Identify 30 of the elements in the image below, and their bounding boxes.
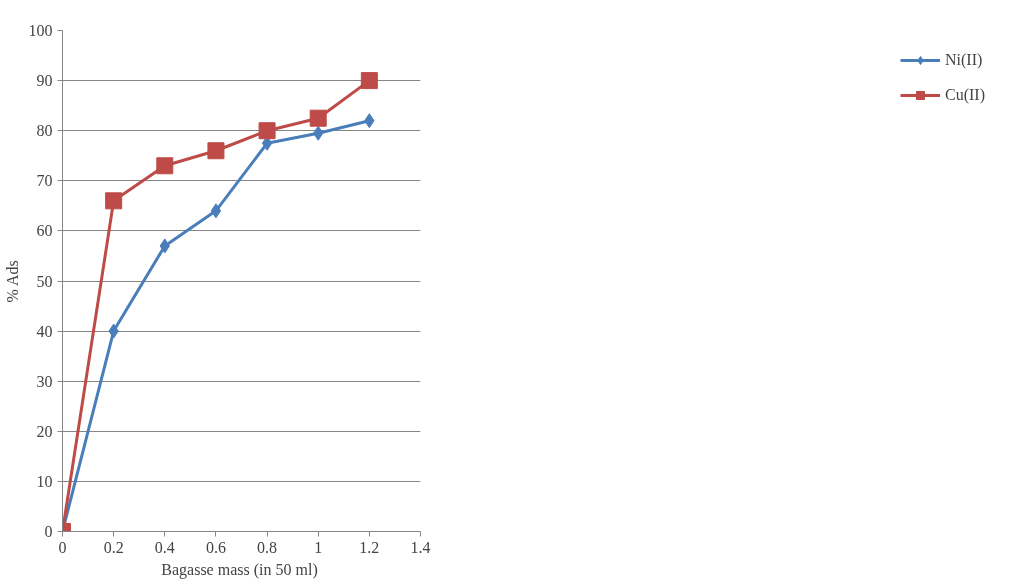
y-tick-label: 90 bbox=[36, 72, 53, 90]
point bbox=[210, 203, 222, 219]
point bbox=[207, 142, 225, 160]
legend-label: Cu(II) bbox=[945, 86, 985, 104]
y-tick-label: 100 bbox=[28, 22, 53, 39]
point bbox=[105, 192, 123, 210]
y-tick-label: 50 bbox=[36, 272, 53, 290]
x-tick-label: 0.8 bbox=[257, 538, 278, 556]
point bbox=[258, 122, 276, 140]
x-tick-label: 0 bbox=[58, 538, 67, 556]
point bbox=[360, 72, 378, 90]
y-tick-label: 30 bbox=[36, 372, 53, 390]
y-tick-label: 60 bbox=[36, 222, 53, 240]
y-tick-label: 70 bbox=[36, 172, 53, 190]
y-axis-title: % Ads bbox=[3, 260, 21, 303]
y-tick-label: 80 bbox=[36, 122, 53, 140]
x-tick-label: 1 bbox=[314, 538, 323, 556]
x-tick-label: 1.4 bbox=[410, 538, 431, 556]
x-axis-title: Bagasse mass (in 50 ml) bbox=[161, 560, 318, 579]
x-tick-label: 1.2 bbox=[359, 538, 380, 556]
point bbox=[156, 157, 174, 175]
y-tick-label: 20 bbox=[36, 422, 53, 440]
y-tick-label: 40 bbox=[36, 322, 53, 340]
y-tick-label: 10 bbox=[36, 472, 53, 490]
x-tick-label: 0.6 bbox=[205, 538, 226, 556]
x-tick-label: 0.2 bbox=[103, 538, 124, 556]
legend-label: Ni(II) bbox=[945, 51, 983, 69]
point bbox=[309, 109, 327, 127]
x-tick-label: 0.4 bbox=[154, 538, 175, 556]
y-tick-label: 0 bbox=[44, 523, 53, 540]
